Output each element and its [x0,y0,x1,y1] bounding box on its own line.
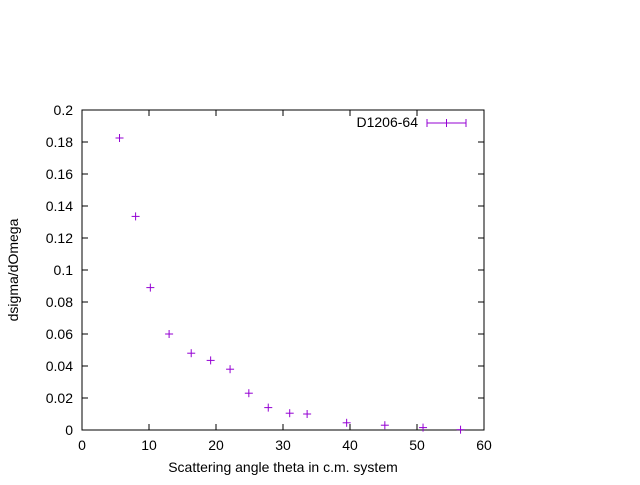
data-point [206,356,215,365]
data-point [419,423,428,432]
x-tick-label: 60 [476,437,492,453]
data-point [456,425,465,434]
data-point [165,330,174,338]
x-tick-label: 0 [78,437,86,453]
data-point [115,134,124,142]
y-axis-label: dsigma/dOmega [5,218,21,321]
data-point [244,389,253,398]
data-point [380,421,389,430]
y-tick-label: 0.08 [46,294,73,310]
data-point [146,283,155,292]
legend-marker [426,119,467,127]
y-tick-label: 0.06 [46,326,73,342]
x-axis-label: Scattering angle theta in c.m. system [168,459,398,475]
y-tick-label: 0.12 [46,230,73,246]
x-tick-label: 10 [141,437,157,453]
data-point [342,418,351,427]
y-tick-label: 0.02 [46,390,73,406]
y-tick-label: 0.1 [54,262,74,278]
legend: D1206-64 [357,114,467,130]
data-point [131,212,140,221]
x-tick-label: 50 [409,437,425,453]
data-point [264,403,273,412]
x-tick-label: 30 [275,437,291,453]
y-tick-label: 0.2 [54,102,74,118]
data-point [187,349,196,358]
y-tick-label: 0.18 [46,134,73,150]
y-axis: 0 0.02 0.04 0.06 0.08 0.1 0.12 0.14 0.16 0.18 0.2 [46,102,484,438]
y-tick-label: 0 [65,422,73,438]
data-point [226,365,235,374]
y-tick-label: 0.14 [46,198,73,214]
x-axis: 0 10 20 30 40 50 60 [78,110,492,453]
data-point [303,410,312,418]
y-tick-label: 0.04 [46,358,73,374]
x-tick-label: 20 [208,437,224,453]
data-points [115,134,465,434]
data-point [285,409,294,418]
x-tick-label: 40 [342,437,358,453]
plot-frame [81,109,485,431]
y-tick-label: 0.16 [46,166,73,182]
legend-label: D1206-64 [357,114,419,130]
